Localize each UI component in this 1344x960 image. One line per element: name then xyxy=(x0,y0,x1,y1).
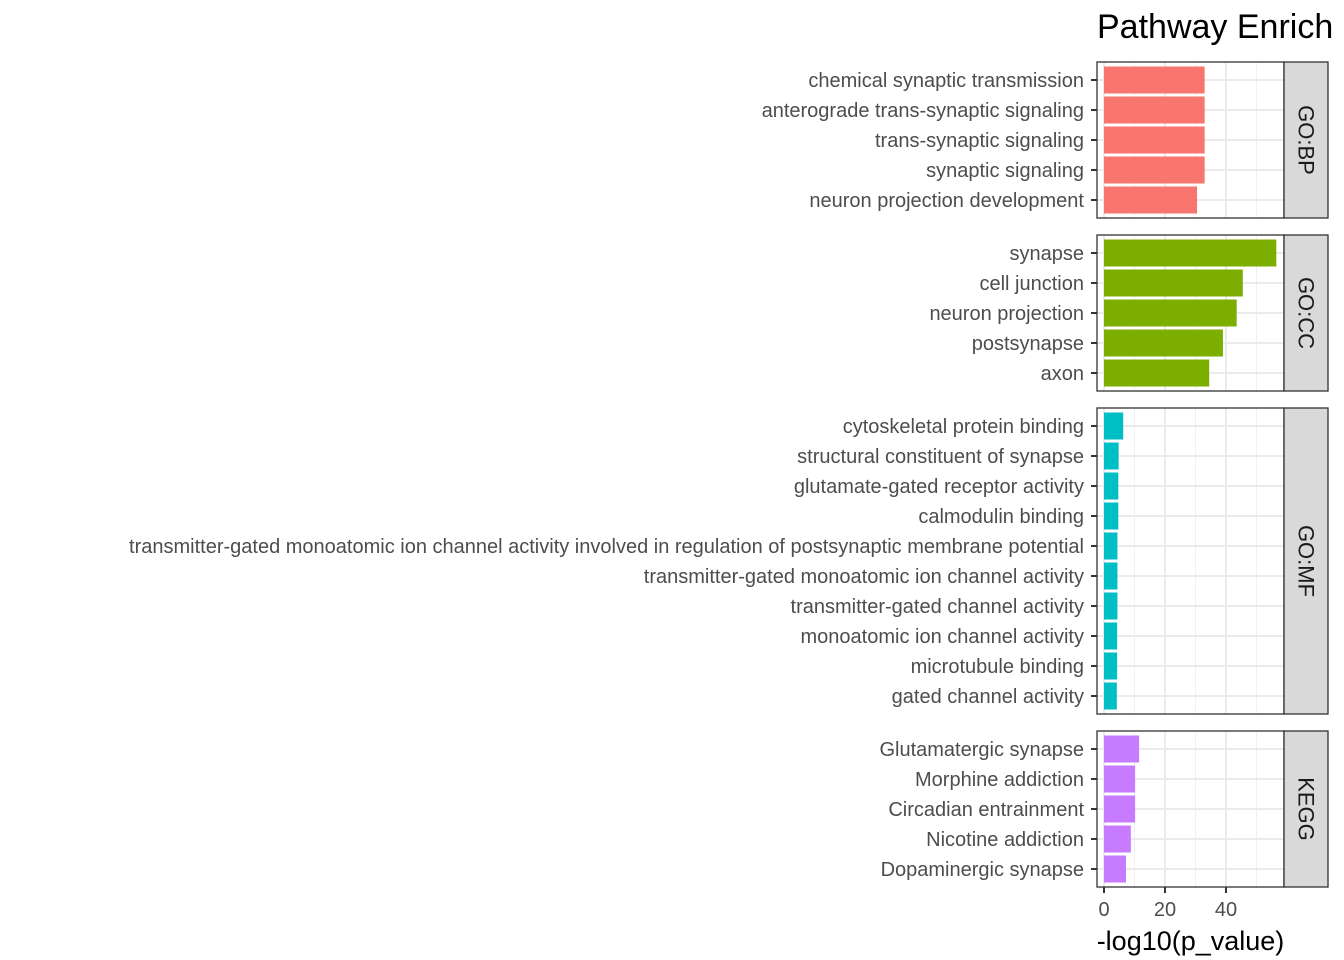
category-label: Morphine addiction xyxy=(915,769,1084,791)
bar xyxy=(1104,825,1131,853)
category-label: transmitter-gated monoatomic ion channel… xyxy=(129,536,1084,558)
x-tick-label: 20 xyxy=(1154,899,1176,921)
bar xyxy=(1104,126,1205,154)
facet-panel: Glutamatergic synapse Morphine addiction C… xyxy=(879,730,1329,888)
category-label: anterograde trans-synaptic signaling xyxy=(762,100,1084,122)
bar xyxy=(1104,239,1277,267)
bar xyxy=(1104,412,1124,440)
bar xyxy=(1104,502,1119,530)
category-label: transmitter-gated monoatomic ion channel… xyxy=(644,566,1084,588)
bar xyxy=(1104,682,1117,710)
category-label: neuron projection xyxy=(929,303,1084,325)
bar xyxy=(1104,442,1119,470)
category-label: Dopaminergic synapse xyxy=(881,859,1084,881)
facet-strip-label: GO:BP xyxy=(1294,105,1319,175)
bar xyxy=(1104,592,1118,620)
x-axis-title: -log10(p_value) xyxy=(1097,926,1285,956)
bar xyxy=(1104,329,1223,357)
category-label: synaptic signaling xyxy=(926,160,1084,182)
category-label: structural constituent of synapse xyxy=(797,446,1084,468)
panel-background xyxy=(1097,408,1284,714)
category-label: glutamate-gated receptor activity xyxy=(794,476,1084,498)
bar xyxy=(1104,186,1198,214)
bar xyxy=(1104,795,1136,823)
facet-strip xyxy=(1283,234,1329,392)
chart-title: Pathway Enrich xyxy=(1097,8,1333,46)
x-tick-label: 0 xyxy=(1098,899,1109,921)
bar xyxy=(1104,622,1118,650)
category-label: cytoskeletal protein binding xyxy=(843,416,1084,438)
category-label: postsynapse xyxy=(972,333,1084,355)
bar xyxy=(1104,855,1126,883)
facet-strip-label: GO:CC xyxy=(1294,277,1319,349)
category-label: chemical synaptic transmission xyxy=(808,70,1084,92)
category-label: Nicotine addiction xyxy=(926,829,1084,851)
facet-strip xyxy=(1283,407,1329,715)
category-label: transmitter-gated channel activity xyxy=(791,596,1084,618)
category-label: axon xyxy=(1041,363,1084,385)
bar xyxy=(1104,735,1140,763)
bar xyxy=(1104,66,1205,94)
bar xyxy=(1104,96,1205,124)
category-label: Circadian entrainment xyxy=(888,799,1084,821)
facet-strip-label: GO:MF xyxy=(1294,525,1319,597)
facet-panel: chemical synaptic transmission anterograd… xyxy=(762,61,1329,219)
category-label: synapse xyxy=(1010,243,1085,265)
bar xyxy=(1104,359,1210,387)
bar xyxy=(1104,765,1136,793)
category-label: gated channel activity xyxy=(892,686,1084,708)
facet-panel: cytoskeletal protein binding structural c… xyxy=(129,407,1329,715)
bar xyxy=(1104,156,1205,184)
bar xyxy=(1104,532,1118,560)
x-axis: 0 20 40 xyxy=(1098,887,1237,921)
facet-strip xyxy=(1283,61,1329,219)
bar xyxy=(1104,652,1118,680)
category-label: neuron projection development xyxy=(809,190,1084,212)
category-label: trans-synaptic signaling xyxy=(875,130,1084,152)
bar xyxy=(1104,562,1118,590)
facet-strip-label: KEGG xyxy=(1294,777,1319,841)
facet-panels: chemical synaptic transmission anterograd… xyxy=(129,61,1329,888)
x-tick-label: 40 xyxy=(1215,899,1237,921)
facet-panel: synapse cell junction neuron projection pos… xyxy=(929,234,1329,392)
bar xyxy=(1104,472,1119,500)
category-label: cell junction xyxy=(979,273,1084,295)
facet-strip xyxy=(1283,730,1329,888)
bar xyxy=(1104,299,1237,327)
category-label: microtubule binding xyxy=(911,656,1084,678)
bar xyxy=(1104,269,1243,297)
category-label: Glutamatergic synapse xyxy=(879,739,1084,761)
category-label: monoatomic ion channel activity xyxy=(801,626,1084,648)
category-label: calmodulin binding xyxy=(918,506,1084,528)
